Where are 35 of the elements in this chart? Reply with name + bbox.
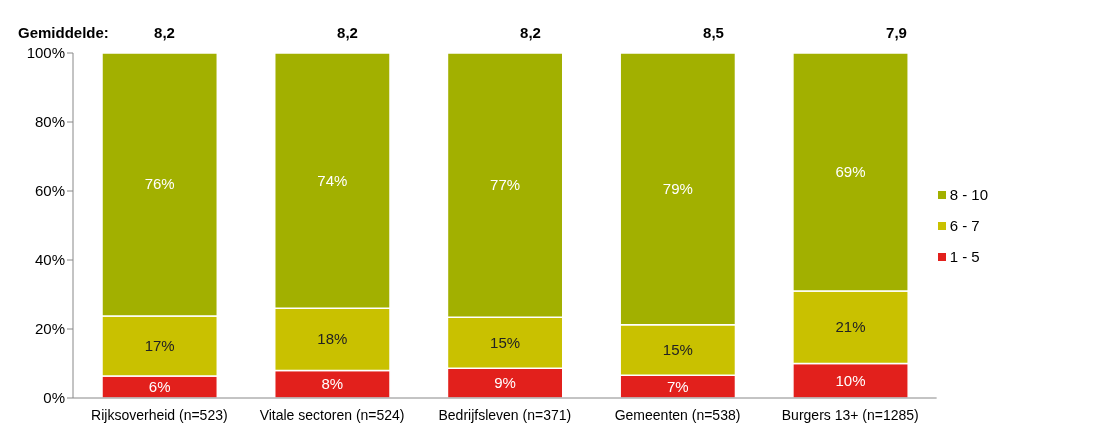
data-label: 76% (144, 175, 175, 193)
x-tick-label: Gemeenten (n=538) (614, 406, 741, 423)
text: 8,2 (337, 24, 358, 41)
data-label: 18% (317, 330, 348, 348)
text: Gemiddelde: (18, 24, 109, 41)
x-tick-label: Rijksoverheid (n=523) (91, 406, 228, 423)
text: 8,5 (703, 24, 724, 41)
x-tick-label: Vitale sectoren (n=524) (259, 406, 405, 423)
data-label: 17% (144, 336, 175, 354)
y-tick-label: 100% (26, 44, 65, 62)
text: 8,2 (520, 24, 541, 41)
data-label: 8% (321, 375, 344, 393)
legend-label: 1 - 5 (949, 248, 980, 265)
y-tick-label: 60% (34, 182, 65, 200)
x-tick-label: Burgers 13+ (n=1285) (781, 406, 919, 423)
data-label: 15% (662, 341, 693, 359)
y-tick-label: 80% (34, 113, 65, 131)
y-tick-label: 0% (43, 389, 65, 407)
data-label: 79% (662, 179, 693, 197)
data-label: 7% (666, 377, 689, 395)
data-label: 77% (490, 176, 521, 194)
y-tick-label: 40% (34, 251, 65, 269)
data-label: 10% (835, 371, 866, 389)
data-label: 6% (148, 377, 171, 395)
legend-label: 6 - 7 (949, 217, 980, 234)
x-tick-label: Bedrijfsleven (n=371) (438, 406, 572, 423)
data-label: 69% (835, 163, 866, 181)
data-label: 74% (317, 171, 348, 189)
data-label: 21% (835, 318, 866, 336)
text: 8,2 (154, 24, 175, 41)
text: 7,9 (886, 24, 907, 41)
y-tick-label: 20% (34, 320, 65, 338)
text: 8 - 10 (949, 186, 988, 203)
data-label: 9% (494, 374, 516, 392)
data-label: 15% (490, 333, 521, 351)
